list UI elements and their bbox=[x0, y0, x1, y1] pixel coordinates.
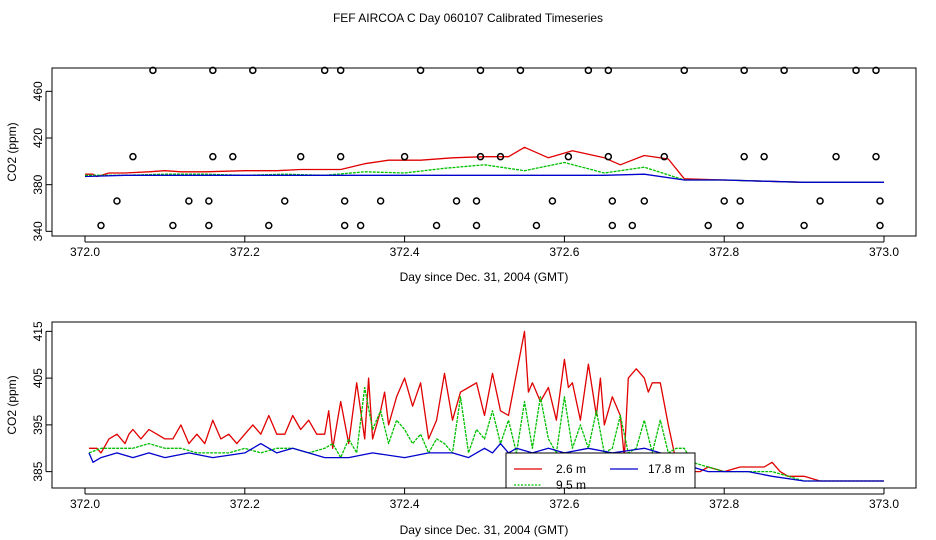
calibration-point bbox=[548, 197, 557, 205]
calibration-point bbox=[249, 66, 257, 75]
bottom-x-tick-label: 372.8 bbox=[709, 497, 739, 511]
calibration-point bbox=[129, 152, 137, 161]
calibration-point bbox=[872, 152, 880, 161]
bottom-y-tick-label: 385 bbox=[31, 461, 45, 481]
bottom-series-line-17-8-m bbox=[88, 442, 884, 482]
calibration-point bbox=[296, 152, 305, 161]
calibration-point bbox=[209, 66, 217, 75]
calibration-point bbox=[265, 221, 273, 230]
top-y-tick-label: 380 bbox=[31, 174, 45, 194]
calibration-point bbox=[876, 221, 884, 230]
calibration-point bbox=[472, 197, 481, 205]
calibration-point bbox=[340, 221, 349, 230]
bottom-x-tick-label: 372.6 bbox=[549, 497, 579, 511]
top-plot-frame bbox=[51, 67, 917, 237]
calibration-point bbox=[584, 66, 593, 75]
top-y-tick-label: 420 bbox=[31, 128, 45, 148]
legend-label-17-8m: 17.8 m bbox=[648, 462, 685, 476]
calibration-point bbox=[340, 197, 349, 205]
calibration-point bbox=[680, 66, 688, 75]
legend-box bbox=[505, 452, 696, 489]
top-x-tick-label: 372.4 bbox=[390, 245, 420, 259]
calibration-point bbox=[476, 152, 485, 161]
calibration-point bbox=[516, 66, 525, 75]
top-x-tick-label: 373.0 bbox=[869, 245, 899, 259]
top-panel: 372.0 372.2 372.4 372.6 372.8 373.0 340 380 420 4… bbox=[5, 66, 917, 284]
calibration-point bbox=[640, 197, 649, 205]
calibration-point bbox=[336, 152, 345, 161]
calibration-point bbox=[872, 66, 880, 75]
calibration-point bbox=[205, 221, 213, 230]
bottom-x-tick-label: 372.0 bbox=[70, 497, 100, 511]
calibration-point bbox=[185, 197, 193, 205]
top-y-tick-label: 340 bbox=[31, 221, 45, 241]
calibration-point bbox=[736, 197, 744, 205]
calibration-point bbox=[97, 221, 105, 230]
calibration-point bbox=[169, 221, 177, 230]
calibration-point bbox=[604, 152, 613, 161]
top-x-tick-label: 372.0 bbox=[70, 245, 100, 259]
calibration-point bbox=[336, 66, 345, 75]
calibration-point bbox=[452, 197, 461, 205]
calibration-point bbox=[496, 152, 505, 161]
calibration-point bbox=[229, 152, 237, 161]
calibration-point bbox=[416, 66, 425, 75]
calibration-point bbox=[816, 197, 824, 205]
calibration-point bbox=[760, 152, 768, 161]
calibration-point bbox=[149, 66, 157, 75]
calibration-point bbox=[628, 221, 637, 230]
top-y-tick-label: 460 bbox=[31, 81, 45, 101]
chart-title: FEF AIRCOA C Day 060107 Calibrated Times… bbox=[333, 11, 603, 25]
top-x-tick-label: 372.6 bbox=[549, 245, 579, 259]
calibration-point bbox=[780, 66, 788, 75]
calibration-point bbox=[205, 197, 213, 205]
bottom-plot-frame bbox=[51, 321, 917, 489]
calibration-point bbox=[113, 197, 121, 205]
legend-label-9-5m: 9.5 m bbox=[556, 478, 586, 492]
calibration-point bbox=[736, 221, 744, 230]
calibration-point bbox=[608, 197, 617, 205]
calibration-point bbox=[564, 152, 573, 161]
bottom-x-tick-label: 373.0 bbox=[869, 497, 899, 511]
bottom-y-tick-label: 405 bbox=[31, 368, 45, 388]
calibration-point bbox=[532, 221, 541, 230]
bottom-x-tick-label: 372.4 bbox=[390, 497, 420, 511]
calibration-point bbox=[281, 197, 289, 205]
bottom-x-axis-label: Day since Dec. 31, 2004 (GMT) bbox=[400, 523, 569, 537]
calibration-point bbox=[852, 66, 860, 75]
bottom-y-tick-label: 415 bbox=[31, 321, 45, 341]
calibration-point bbox=[476, 66, 485, 75]
calibration-point bbox=[740, 152, 748, 161]
calibration-point bbox=[740, 66, 748, 75]
top-x-axis-label: Day since Dec. 31, 2004 (GMT) bbox=[400, 270, 569, 284]
calibration-point bbox=[320, 66, 329, 75]
top-series-line-17-8-m bbox=[84, 173, 884, 183]
calibration-point bbox=[400, 152, 409, 161]
bottom-y-tick-label: 395 bbox=[31, 415, 45, 435]
calibration-point bbox=[432, 221, 441, 230]
top-x-tick-label: 372.2 bbox=[230, 245, 260, 259]
bottom-x-tick-label: 372.2 bbox=[230, 497, 260, 511]
calibration-point bbox=[876, 197, 884, 205]
calibration-point bbox=[209, 152, 217, 161]
calibration-point bbox=[472, 221, 481, 230]
calibration-point bbox=[608, 221, 617, 230]
calibration-point bbox=[604, 66, 613, 75]
calibration-point bbox=[376, 197, 385, 205]
calibration-point bbox=[356, 221, 365, 230]
top-series-line-2-6-m bbox=[85, 146, 884, 183]
bottom-series-line-9-5-m bbox=[88, 386, 884, 482]
bottom-panel: 372.0 372.2 372.4 372.6 372.8 373.0 385 395 405 4… bbox=[5, 321, 917, 537]
legend-label-2-6m: 2.6 m bbox=[556, 462, 586, 476]
top-y-axis-label: CO2 (ppm) bbox=[5, 122, 19, 181]
calibration-point bbox=[832, 152, 840, 161]
calibration-point bbox=[704, 221, 712, 230]
bottom-y-axis-label: CO2 (ppm) bbox=[5, 375, 19, 434]
legend: 2.6 m 17.8 m 9.5 m bbox=[505, 452, 696, 492]
calibration-point bbox=[720, 197, 728, 205]
top-x-tick-label: 372.8 bbox=[709, 245, 739, 259]
calibration-point bbox=[660, 152, 669, 161]
calibration-point bbox=[800, 221, 808, 230]
